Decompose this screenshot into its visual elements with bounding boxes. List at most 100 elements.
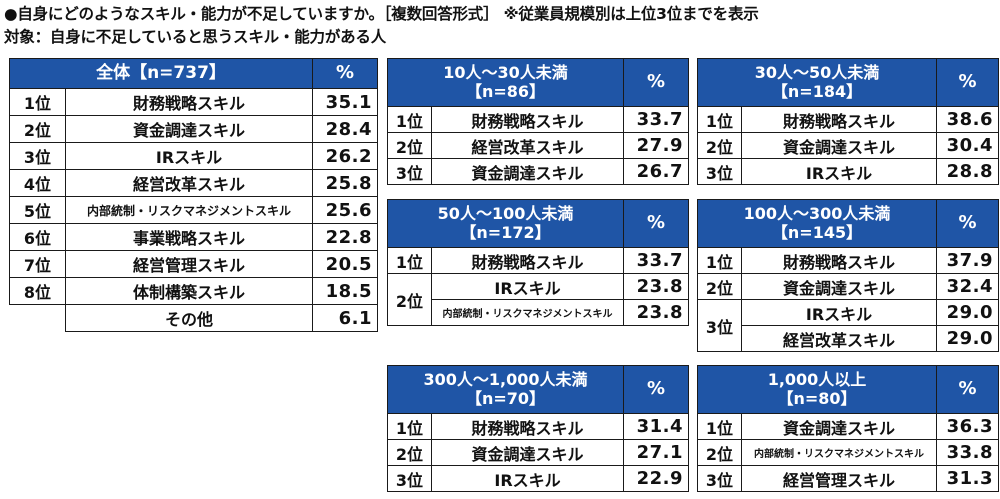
skill-cell: 財務戦略スキル (430, 106, 625, 133)
skill-cell: 内部統制・リスクマネジメントスキル (65, 196, 313, 224)
table-title-line: 1,000人以上 (767, 370, 867, 390)
value-cell: 26.7 (623, 158, 690, 185)
rank-cell: 3位 (387, 465, 432, 492)
skill-cell: 経営管理スキル (741, 465, 937, 492)
skill-cell: 内部統制・リスクマネジメントスキル (741, 439, 937, 466)
table-row: 2位 資金調達スキル 28.4 (9, 115, 378, 143)
table-row: 1位 財務戦略スキル 31.4 (387, 413, 690, 440)
value-cell: 22.9 (623, 465, 690, 492)
pct-header: % (623, 365, 690, 414)
table-title-line: 【n=80】 (777, 388, 857, 408)
table-title-line: 50人～100人未満 (437, 204, 574, 224)
skill-cell: その他 (65, 304, 313, 332)
table-row: 1位 財務戦略スキル 35.1 (9, 88, 378, 116)
rank-cell: 3位 (697, 299, 742, 352)
table-row: 1位 財務戦略スキル 37.9 (697, 247, 999, 274)
value-cell: 32.4 (936, 273, 999, 300)
table-row: 2位 内部統制・リスクマネジメントスキル 33.8 (697, 439, 999, 466)
value-cell: 35.1 (312, 88, 378, 116)
table-title-line: 【n=86】 (465, 81, 546, 101)
rank-cell: 1位 (697, 247, 742, 274)
table-row: 内部統制・リスクマネジメントスキル 23.8 (388, 299, 690, 326)
value-cell: 36.3 (936, 413, 999, 440)
skill-cell: IRスキル (740, 158, 938, 185)
table-title-line: 【n=70】 (465, 388, 546, 408)
value-cell: 25.6 (312, 196, 378, 224)
rank-cell: 2位 (697, 132, 742, 159)
value-cell: 33.7 (623, 247, 690, 274)
value-cell: 38.6 (936, 106, 1000, 133)
table-1000-plus: 1,000人以上 【n=80】 % 1位 資金調達スキル 36.3 2位 内部統制・リス… (697, 365, 999, 492)
value-cell: 26.2 (312, 142, 378, 170)
skill-cell: 資金調達スキル (430, 158, 625, 185)
skill-cell: IRスキル (741, 299, 937, 326)
skill-cell: 経営改革スキル (741, 325, 937, 352)
table-row: 1位 財務戦略スキル 33.7 (387, 247, 690, 274)
table-row: 7位 経営管理スキル 20.5 (9, 250, 378, 278)
table-title: 50人～100人未満 【n=172】 (386, 199, 625, 248)
table-title-line: 100人～300人未満 (743, 204, 891, 224)
rank-cell: 1位 (9, 88, 66, 116)
pct-header: % (312, 58, 378, 89)
table-row: 4位 経営改革スキル 25.8 (9, 169, 378, 197)
value-cell: 23.8 (623, 299, 690, 326)
table-row: その他 6.1 (10, 304, 378, 332)
rank-cell: 2位 (9, 115, 66, 143)
table-row: 5位 内部統制・リスクマネジメントスキル 25.6 (9, 196, 378, 224)
table-row: 1位 財務戦略スキル 38.6 (697, 106, 1000, 133)
rank-cell: 2位 (697, 273, 742, 300)
rank-cell: 3位 (387, 158, 432, 185)
value-cell: 20.5 (312, 250, 378, 278)
skill-cell: 資金調達スキル (741, 413, 937, 440)
header-line-1: ●自身にどのようなスキル・能力が不足していますか。［複数回答形式］ ※従業員規模… (4, 5, 759, 23)
table-title: 全体【n=737】 (9, 58, 313, 89)
rank-cell: 2位 (387, 132, 432, 159)
table-row: 2位 資金調達スキル 32.4 (697, 273, 999, 300)
table-row: 3位 IRスキル 29.0 (697, 299, 999, 352)
value-cell: 22.8 (312, 223, 378, 251)
table-title-line: 全体【n=737】 (96, 62, 226, 83)
skill-cell: 経営改革スキル (430, 132, 625, 159)
value-cell: 37.9 (936, 247, 999, 274)
table-row: 2位 資金調達スキル 27.1 (387, 439, 690, 466)
rank-cell: 3位 (697, 158, 742, 185)
table-row: 2位 資金調達スキル 30.4 (697, 132, 1000, 159)
table-10-30: 10人～30人未満 【n=86】 % 1位 財務戦略スキル 33.7 2位 経営改革スキ… (386, 58, 690, 185)
table-row: 2位 IRスキル 23.8 (387, 273, 690, 326)
rank-cell: 1位 (387, 247, 432, 274)
skill-cell: 財務戦略スキル (430, 413, 625, 440)
skill-cell: 資金調達スキル (430, 439, 625, 466)
skill-cell: 資金調達スキル (741, 273, 937, 300)
skill-cell: 財務戦略スキル (740, 106, 938, 133)
rank-cell: 6位 (9, 223, 66, 251)
pct-header: % (936, 365, 999, 414)
skill-cell: 事業戦略スキル (65, 223, 313, 251)
value-cell: 29.0 (936, 325, 999, 352)
value-cell: 27.1 (623, 439, 690, 466)
value-cell: 6.1 (312, 304, 378, 332)
table-300-1000: 300人～1,000人未満 【n=70】 % 1位 財務戦略スキル 31.4 2位 資金… (386, 365, 690, 492)
table-row: 8位 体制構築スキル 18.5 (9, 277, 378, 305)
header-line-2: 対象：自身に不足していると思うスキル・能力がある人 (4, 28, 387, 46)
rank-cell (10, 305, 66, 332)
table-title-line: 【n=145】 (771, 222, 863, 242)
skill-cell: 内部統制・リスクマネジメントスキル (430, 299, 625, 326)
skill-cell: IRスキル (430, 465, 625, 492)
table-30-50: 30人～50人未満 【n=184】 % 1位 財務戦略スキル 38.6 2位 資金調達ス… (696, 58, 1000, 185)
table-row: 2位 経営改革スキル 27.9 (387, 132, 690, 159)
pct-header: % (623, 58, 690, 107)
table-overall: 全体【n=737】 % 1位 財務戦略スキル 35.1 2位 資金調達スキル 28.4 … (9, 58, 378, 332)
table-title: 300人～1,000人未満 【n=70】 (386, 365, 625, 414)
value-cell: 27.9 (623, 132, 690, 159)
pct-header: % (936, 58, 1000, 107)
rank-cell: 2位 (697, 439, 742, 466)
table-title-line: 30人～50人未満 (754, 63, 880, 83)
skill-cell: 財務戦略スキル (65, 88, 313, 116)
skill-cell: 体制構築スキル (65, 277, 313, 305)
skill-cell: 財務戦略スキル (430, 247, 625, 274)
table-title-line: 300人～1,000人未満 (423, 370, 588, 390)
rank-cell: 4位 (9, 169, 66, 197)
value-cell: 31.4 (623, 413, 690, 440)
rank-cell: 5位 (9, 196, 66, 224)
skill-cell: IRスキル (65, 142, 313, 170)
